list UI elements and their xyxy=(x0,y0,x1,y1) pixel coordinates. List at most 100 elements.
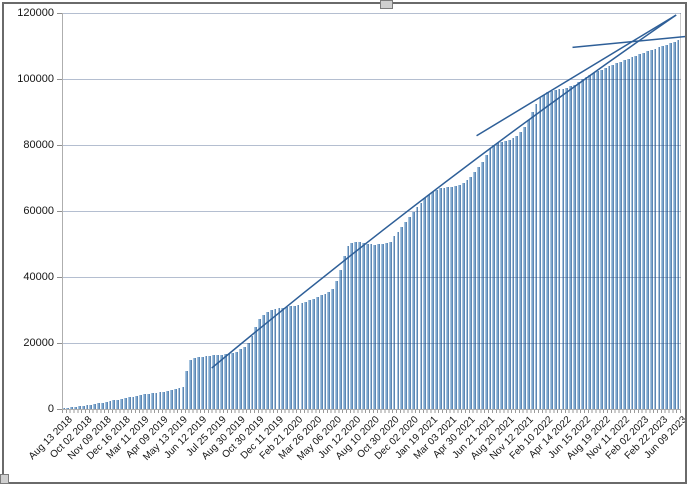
bar[interactable] xyxy=(538,98,542,409)
bar[interactable] xyxy=(254,326,258,409)
bar[interactable] xyxy=(396,232,400,409)
bar[interactable] xyxy=(292,305,296,409)
bar[interactable] xyxy=(81,405,85,409)
selection-handle-top[interactable] xyxy=(380,0,393,9)
bar[interactable] xyxy=(592,73,596,409)
bar[interactable] xyxy=(584,77,588,409)
bar[interactable] xyxy=(265,311,269,409)
bar[interactable] xyxy=(338,269,342,409)
bar[interactable] xyxy=(193,357,196,409)
bar[interactable] xyxy=(492,144,496,409)
bar[interactable] xyxy=(296,304,300,409)
bar[interactable] xyxy=(227,354,231,409)
bar[interactable] xyxy=(431,191,434,409)
bar[interactable] xyxy=(346,246,350,409)
bar[interactable] xyxy=(423,198,427,409)
bar[interactable] xyxy=(85,405,89,409)
bar[interactable] xyxy=(542,94,546,409)
trendline-latest[interactable] xyxy=(572,35,687,49)
bar[interactable] xyxy=(162,391,166,409)
bar[interactable] xyxy=(154,392,158,409)
bar[interactable] xyxy=(373,244,377,409)
bar[interactable] xyxy=(649,49,653,409)
bar[interactable] xyxy=(62,408,66,409)
bar[interactable] xyxy=(323,293,327,409)
bar[interactable] xyxy=(488,148,492,409)
bar[interactable] xyxy=(411,212,415,409)
bar[interactable] xyxy=(181,386,185,409)
bar[interactable] xyxy=(242,346,246,409)
bar[interactable] xyxy=(116,399,120,409)
bar[interactable] xyxy=(335,281,338,409)
bar[interactable] xyxy=(327,291,331,409)
bar[interactable] xyxy=(519,132,523,409)
selection-handle-bottom-left[interactable] xyxy=(0,474,9,484)
bar[interactable] xyxy=(108,401,112,409)
bar[interactable] xyxy=(546,92,549,409)
bar[interactable] xyxy=(315,297,319,409)
bar[interactable] xyxy=(384,243,388,409)
bar[interactable] xyxy=(223,354,227,409)
bar[interactable] xyxy=(361,243,365,409)
bar[interactable] xyxy=(112,400,116,409)
bar[interactable] xyxy=(561,88,565,409)
bar[interactable] xyxy=(281,307,285,409)
bar[interactable] xyxy=(530,112,534,409)
bar[interactable] xyxy=(377,244,381,409)
bar[interactable] xyxy=(603,68,607,409)
bar[interactable] xyxy=(388,241,392,409)
bar[interactable] xyxy=(676,40,680,409)
bar[interactable] xyxy=(503,141,507,409)
bar[interactable] xyxy=(638,54,642,409)
bar[interactable] xyxy=(569,86,572,409)
bar[interactable] xyxy=(208,355,212,409)
bar[interactable] xyxy=(580,79,584,409)
bar[interactable] xyxy=(669,43,672,409)
bar[interactable] xyxy=(120,398,123,409)
bar[interactable] xyxy=(93,403,97,409)
bar[interactable] xyxy=(573,84,576,409)
bar[interactable] xyxy=(369,244,373,409)
bar[interactable] xyxy=(146,393,150,409)
bar[interactable] xyxy=(450,186,454,409)
bar[interactable] xyxy=(553,89,557,409)
bar[interactable] xyxy=(665,44,668,409)
bar[interactable] xyxy=(365,243,369,409)
bar[interactable] xyxy=(438,188,442,409)
trendline-recent[interactable] xyxy=(476,14,677,137)
bar[interactable] xyxy=(262,314,265,409)
bar[interactable] xyxy=(427,194,430,409)
bar[interactable] xyxy=(630,57,634,409)
bar[interactable] xyxy=(626,58,630,409)
bar[interactable] xyxy=(246,343,250,409)
bar[interactable] xyxy=(350,243,354,409)
bar[interactable] xyxy=(653,48,657,409)
bar[interactable] xyxy=(611,64,615,409)
bar[interactable] xyxy=(258,319,262,409)
bar[interactable] xyxy=(97,403,100,409)
bar[interactable] xyxy=(358,242,361,409)
bar[interactable] xyxy=(200,356,204,409)
bar[interactable] xyxy=(354,242,358,409)
bar[interactable] xyxy=(496,143,500,409)
bar[interactable] xyxy=(419,202,423,409)
bar[interactable] xyxy=(442,187,446,409)
bar[interactable] xyxy=(515,135,519,409)
bar[interactable] xyxy=(511,138,515,409)
bar[interactable] xyxy=(565,87,569,409)
bar[interactable] xyxy=(189,359,192,409)
bar[interactable] xyxy=(392,236,396,409)
bar[interactable] xyxy=(473,172,477,409)
bar[interactable] xyxy=(170,390,173,409)
bar[interactable] xyxy=(527,119,530,409)
bar[interactable] xyxy=(70,407,73,409)
bar[interactable] xyxy=(131,396,135,409)
bar[interactable] xyxy=(277,308,281,409)
bar[interactable] xyxy=(204,355,208,409)
bar[interactable] xyxy=(342,255,346,409)
bar[interactable] xyxy=(135,395,139,409)
bar[interactable] xyxy=(469,176,473,409)
bar[interactable] xyxy=(588,75,592,409)
bar[interactable] xyxy=(139,395,143,409)
bar[interactable] xyxy=(484,154,488,409)
